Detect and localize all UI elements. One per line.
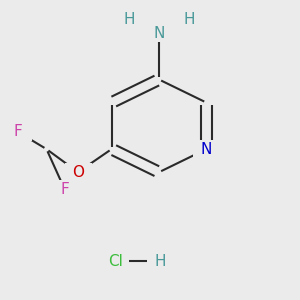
Bar	[51, 180, 78, 198]
Text: F: F	[14, 124, 22, 140]
Text: N: N	[153, 26, 165, 40]
Bar	[176, 11, 203, 28]
Text: O: O	[72, 165, 84, 180]
Bar	[4, 123, 32, 141]
Bar	[147, 252, 174, 270]
Bar	[193, 140, 220, 158]
Bar	[102, 252, 129, 270]
Text: H: H	[155, 254, 166, 268]
Text: N: N	[201, 142, 212, 157]
Text: F: F	[60, 182, 69, 196]
Text: H: H	[123, 12, 135, 27]
Bar	[146, 24, 172, 42]
Bar	[64, 163, 92, 181]
Text: H: H	[183, 12, 195, 27]
Text: Cl: Cl	[108, 254, 123, 268]
Bar	[116, 11, 142, 28]
